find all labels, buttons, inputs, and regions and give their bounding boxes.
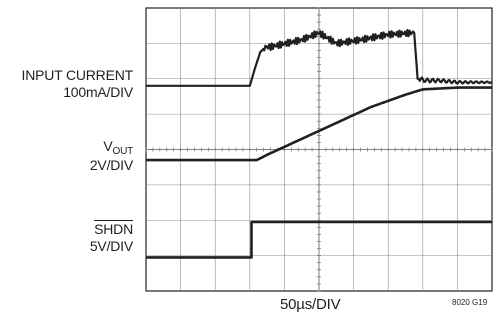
vout-sub: OUT bbox=[112, 146, 133, 157]
input-current-label: INPUT CURRENT 100mA/DIV bbox=[21, 67, 134, 101]
shdn-label: SHDN 5V/DIV bbox=[90, 221, 133, 255]
trace-vout bbox=[145, 86, 493, 162]
shdn-scale: 5V/DIV bbox=[89, 238, 133, 254]
grid bbox=[145, 7, 493, 292]
shdn-name: SHDN bbox=[94, 221, 133, 237]
input-current-name: INPUT CURRENT bbox=[21, 67, 134, 83]
x-axis-label: 50µs/DIV bbox=[280, 296, 341, 313]
vout-name: VOUT bbox=[90, 138, 133, 157]
figure-id: 8020 G19 bbox=[452, 298, 488, 307]
vout-main: V bbox=[103, 138, 113, 154]
vout-scale: 2V/DIV bbox=[89, 157, 133, 173]
trace-input-current bbox=[146, 28, 493, 87]
vout-label: VOUT 2V/DIV bbox=[90, 138, 133, 174]
trace-shdn bbox=[145, 220, 493, 259]
input-current-scale: 100mA/DIV bbox=[63, 84, 133, 100]
traces bbox=[145, 28, 493, 259]
